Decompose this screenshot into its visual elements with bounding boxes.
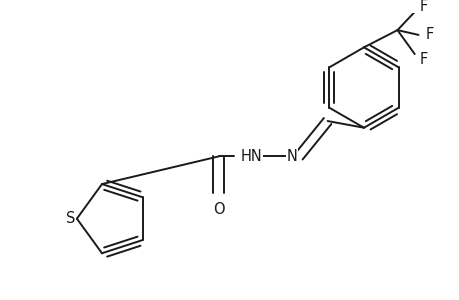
Text: F: F: [419, 0, 427, 14]
Text: F: F: [419, 52, 427, 67]
Text: HN: HN: [240, 149, 261, 164]
Text: N: N: [286, 149, 297, 164]
Text: F: F: [424, 27, 432, 42]
Text: O: O: [212, 202, 224, 217]
Text: S: S: [66, 211, 75, 226]
